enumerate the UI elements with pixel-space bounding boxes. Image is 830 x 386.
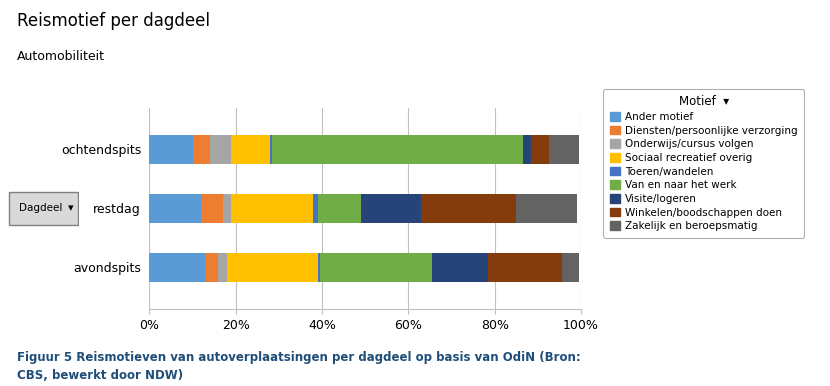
- Bar: [149, 135, 193, 164]
- Bar: [549, 135, 579, 164]
- Bar: [271, 135, 272, 164]
- Bar: [210, 135, 232, 164]
- Bar: [318, 253, 320, 282]
- Text: ▾: ▾: [67, 203, 73, 213]
- Bar: [432, 253, 488, 282]
- Bar: [422, 194, 516, 223]
- Bar: [218, 253, 227, 282]
- Bar: [227, 253, 318, 282]
- Bar: [272, 135, 523, 164]
- Text: Automobiliteit: Automobiliteit: [17, 50, 105, 63]
- Bar: [149, 253, 206, 282]
- Bar: [149, 194, 201, 223]
- FancyBboxPatch shape: [9, 192, 78, 225]
- Bar: [562, 253, 579, 282]
- Bar: [314, 194, 318, 223]
- Bar: [193, 135, 210, 164]
- Text: Reismotief per dagdeel: Reismotief per dagdeel: [17, 12, 210, 30]
- Bar: [531, 135, 549, 164]
- Bar: [232, 135, 271, 164]
- Text: Dagdeel: Dagdeel: [19, 203, 62, 213]
- Bar: [201, 194, 222, 223]
- Bar: [516, 194, 577, 223]
- Bar: [320, 253, 432, 282]
- Bar: [488, 253, 562, 282]
- Bar: [523, 135, 531, 164]
- Bar: [232, 194, 314, 223]
- Bar: [361, 194, 422, 223]
- Bar: [318, 194, 361, 223]
- Bar: [206, 253, 218, 282]
- Legend: Ander motief, Diensten/persoonlijke verzorging, Onderwijs/cursus volgen, Sociaal: Ander motief, Diensten/persoonlijke verz…: [603, 89, 804, 237]
- Text: Figuur 5 Reismotieven van autoverplaatsingen per dagdeel op basis van OdiN (Bron: Figuur 5 Reismotieven van autoverplaatsi…: [17, 351, 580, 382]
- Bar: [222, 194, 232, 223]
